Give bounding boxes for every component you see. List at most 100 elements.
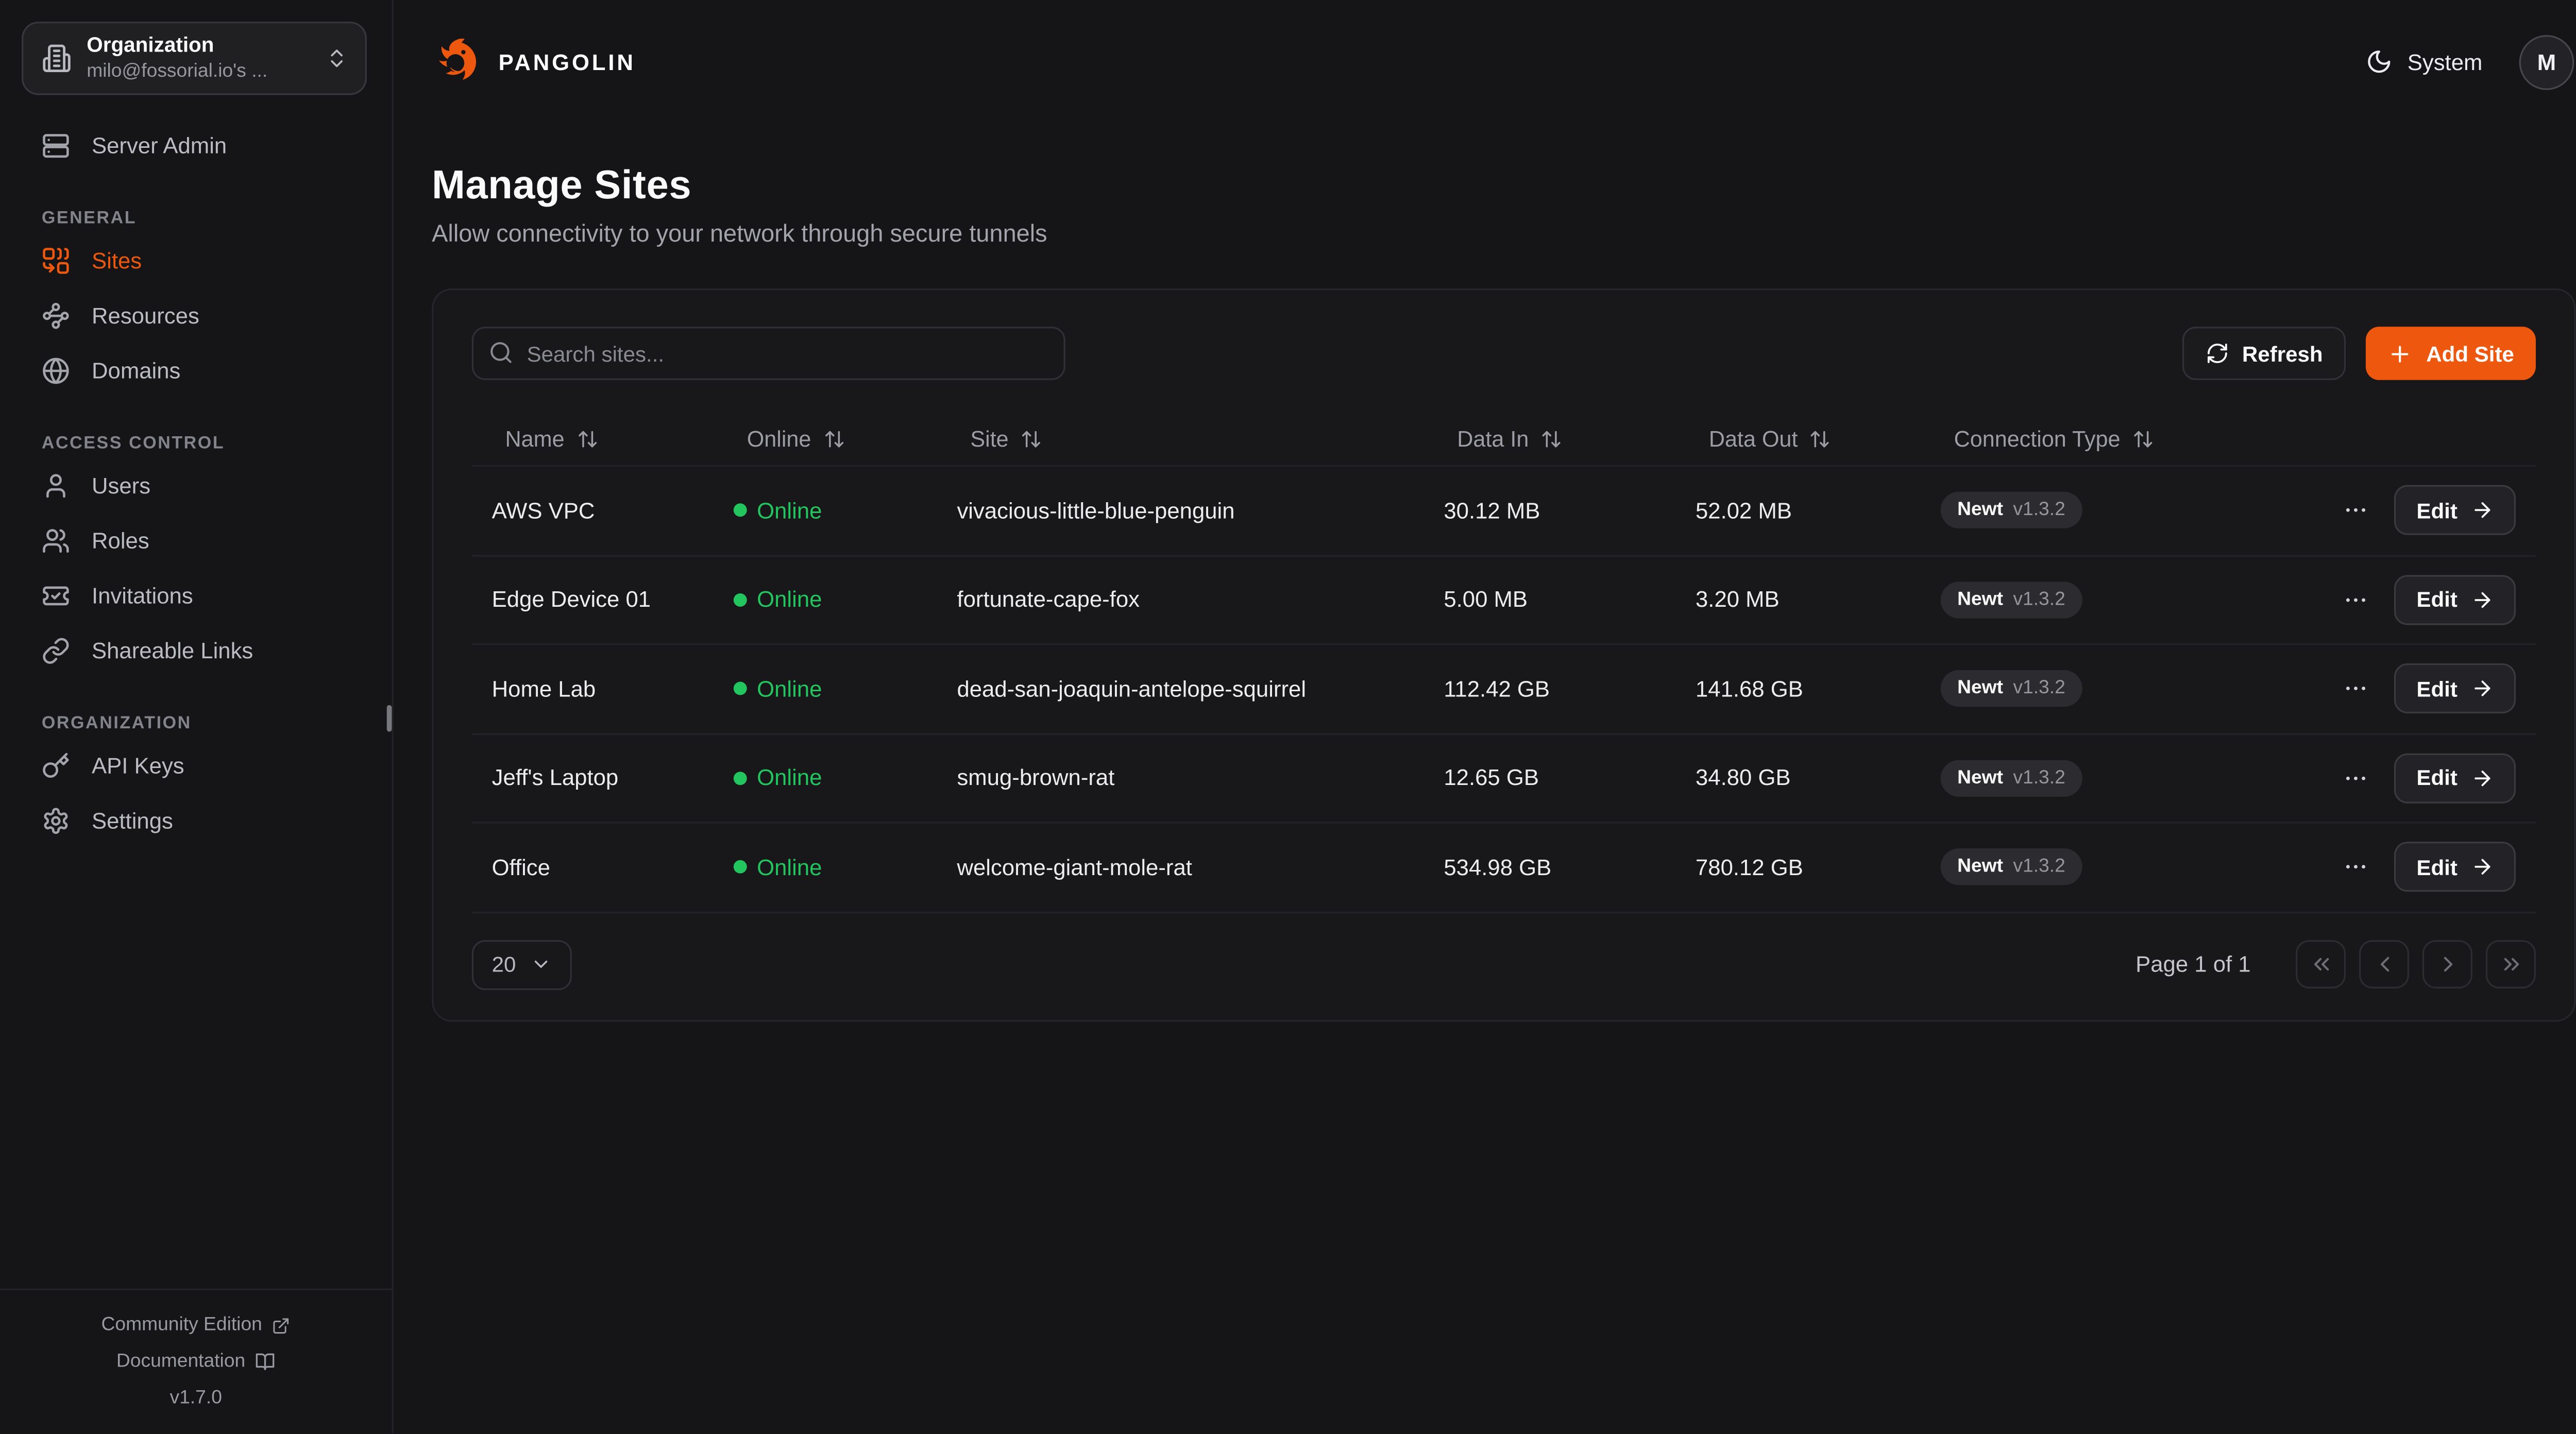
row-actions-button[interactable] bbox=[2343, 485, 2370, 535]
waypoints-icon bbox=[42, 302, 70, 330]
add-site-button[interactable]: Add Site bbox=[2366, 327, 2536, 380]
theme-label: System bbox=[2407, 49, 2483, 75]
sidebar-item-invitations[interactable]: Invitations bbox=[22, 568, 365, 623]
user-icon bbox=[42, 472, 70, 500]
sites-card: Refresh Add Site Name Online Site Da bbox=[432, 288, 2576, 1021]
site-slug: smug-brown-rat bbox=[957, 765, 1115, 791]
sort-header-data-out[interactable]: Data Out bbox=[1696, 426, 1941, 451]
page-title: Manage Sites bbox=[432, 163, 692, 209]
table-row: Edge Device 01 Online fortunate-cape-fox… bbox=[471, 556, 2536, 645]
sidebar-item-api-keys[interactable]: API Keys bbox=[22, 739, 365, 794]
organization-selector[interactable]: Organization milo@fossorial.io's ... bbox=[22, 22, 367, 95]
sort-header-online[interactable]: Online bbox=[734, 426, 957, 451]
sidebar-item-label: Server Admin bbox=[91, 133, 227, 159]
topbar: PANGOLIN System M bbox=[394, 0, 2576, 123]
sites-table: Name Online Site Data In Data Out Connec… bbox=[471, 412, 2536, 913]
sidebar-item-settings[interactable]: Settings bbox=[22, 793, 365, 848]
sidebar-nav: Server Admin GENERAL Sites Resources Dom bbox=[0, 95, 392, 1288]
combine-icon bbox=[42, 247, 70, 275]
online-status-label: Online bbox=[757, 498, 822, 523]
connection-type-badge: Newt v1.3.2 bbox=[1940, 759, 2082, 796]
site-name: Jeff's Laptop bbox=[492, 765, 619, 791]
data-in-value: 30.12 MB bbox=[1444, 498, 1540, 523]
sort-header-name[interactable]: Name bbox=[492, 426, 734, 451]
edit-button[interactable]: Edit bbox=[2395, 842, 2516, 893]
site-slug: welcome-giant-mole-rat bbox=[957, 855, 1192, 880]
card-footer: 20 Page 1 of 1 bbox=[471, 939, 2536, 989]
data-out-value: 34.80 GB bbox=[1696, 765, 1791, 791]
first-page-button[interactable] bbox=[2295, 940, 2346, 988]
connection-type-badge: Newt v1.3.2 bbox=[1940, 670, 2082, 707]
table-row: Office Online welcome-giant-mole-rat 534… bbox=[471, 824, 2536, 913]
ellipsis-icon bbox=[2343, 497, 2370, 524]
sort-header-data-in[interactable]: Data In bbox=[1444, 426, 1696, 451]
documentation-link[interactable]: Documentation bbox=[0, 1343, 392, 1380]
page-info: Page 1 of 1 bbox=[2136, 951, 2251, 977]
arrow-right-icon bbox=[2471, 677, 2494, 701]
globe-icon bbox=[42, 357, 70, 385]
connection-type-badge: Newt v1.3.2 bbox=[1940, 581, 2082, 618]
version-label: v1.7.0 bbox=[170, 1388, 222, 1409]
row-actions-button[interactable] bbox=[2343, 664, 2370, 714]
sidebar-item-label: Resources bbox=[91, 303, 199, 329]
section-access-control: ACCESS CONTROL bbox=[41, 433, 225, 454]
sidebar-item-label: API Keys bbox=[91, 753, 184, 779]
sidebar-item-server-admin[interactable]: Server Admin bbox=[22, 118, 365, 174]
refresh-button[interactable]: Refresh bbox=[2182, 327, 2346, 380]
community-edition-link[interactable]: Community Edition bbox=[0, 1307, 392, 1343]
sidebar-item-users[interactable]: Users bbox=[22, 458, 365, 514]
previous-page-button[interactable] bbox=[2359, 940, 2410, 988]
sidebar-item-shareable-links[interactable]: Shareable Links bbox=[22, 623, 365, 678]
site-slug: vivacious-little-blue-penguin bbox=[957, 498, 1235, 523]
data-in-value: 12.65 GB bbox=[1444, 765, 1539, 791]
sort-header-connection-type[interactable]: Connection Type bbox=[1941, 426, 2516, 451]
ticket-check-icon bbox=[42, 582, 70, 610]
chevrons-up-down-icon bbox=[325, 47, 348, 70]
sidebar-item-resources[interactable]: Resources bbox=[22, 288, 365, 344]
sidebar-item-sites[interactable]: Sites bbox=[22, 233, 365, 288]
arrow-right-icon bbox=[2471, 766, 2494, 790]
organization-label: Organization bbox=[87, 33, 214, 57]
page-content: Manage Sites Allow connectivity to your … bbox=[394, 123, 2576, 1021]
refresh-label: Refresh bbox=[2242, 340, 2323, 366]
external-link-icon bbox=[272, 1316, 291, 1335]
community-edition-label: Community Edition bbox=[101, 1315, 262, 1336]
ellipsis-icon bbox=[2343, 675, 2370, 702]
data-out-value: 52.02 MB bbox=[1696, 498, 1792, 523]
sidebar-item-label: Roles bbox=[91, 528, 149, 554]
row-actions-button[interactable] bbox=[2343, 753, 2370, 803]
edit-button[interactable]: Edit bbox=[2395, 753, 2516, 803]
sidebar-item-roles[interactable]: Roles bbox=[22, 514, 365, 569]
theme-toggle[interactable]: System bbox=[2366, 48, 2483, 75]
chevron-left-icon bbox=[2371, 952, 2397, 977]
last-page-button[interactable] bbox=[2485, 940, 2536, 988]
sort-header-site[interactable]: Site bbox=[957, 426, 1444, 451]
table-header-row: Name Online Site Data In Data Out Connec… bbox=[471, 412, 2536, 467]
edit-button[interactable]: Edit bbox=[2395, 574, 2516, 625]
search-icon bbox=[488, 340, 514, 365]
edit-button[interactable]: Edit bbox=[2395, 663, 2516, 714]
avatar[interactable]: M bbox=[2519, 34, 2574, 90]
chevrons-right-icon bbox=[2498, 952, 2523, 977]
page-size-value: 20 bbox=[492, 951, 516, 977]
sort-icon bbox=[823, 428, 844, 449]
online-status-label: Online bbox=[757, 855, 822, 880]
server-icon bbox=[42, 132, 70, 160]
next-page-button[interactable] bbox=[2422, 940, 2472, 988]
row-actions-button[interactable] bbox=[2343, 575, 2370, 625]
site-name: Edge Device 01 bbox=[492, 587, 651, 612]
sidebar-footer: Community Edition Documentation v1.7.0 bbox=[0, 1288, 392, 1433]
site-slug: dead-san-joaquin-antelope-squirrel bbox=[957, 676, 1307, 702]
add-site-label: Add Site bbox=[2426, 340, 2514, 366]
page-size-select[interactable]: 20 bbox=[471, 939, 573, 989]
edit-button[interactable]: Edit bbox=[2395, 485, 2516, 536]
row-actions-button[interactable] bbox=[2343, 842, 2370, 892]
sort-icon bbox=[576, 428, 598, 449]
sidebar-item-label: Sites bbox=[91, 248, 142, 274]
data-in-value: 534.98 GB bbox=[1444, 855, 1552, 880]
sidebar-item-domains[interactable]: Domains bbox=[22, 344, 365, 399]
sidebar-scrollbar-thumb[interactable] bbox=[386, 705, 392, 732]
avatar-initial: M bbox=[2537, 49, 2556, 75]
search-input[interactable] bbox=[471, 327, 1065, 380]
